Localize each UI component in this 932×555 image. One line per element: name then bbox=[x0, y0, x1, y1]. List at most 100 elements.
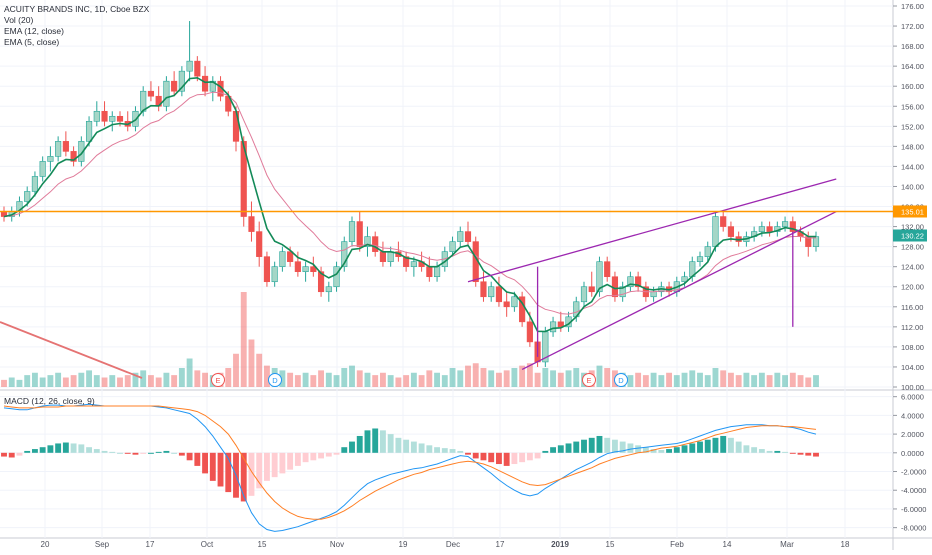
macd-histogram-bar bbox=[410, 441, 417, 453]
event-marker-label: E bbox=[586, 376, 591, 385]
candle-body bbox=[109, 115, 116, 122]
volume-bar bbox=[557, 372, 564, 387]
dividend-marker[interactable] bbox=[614, 373, 628, 387]
candle-body bbox=[758, 226, 765, 232]
price-tick-label: 176.00 bbox=[901, 2, 924, 11]
volume-bar bbox=[681, 372, 688, 387]
macd-histogram-bar bbox=[325, 452, 332, 457]
ema5-line bbox=[3, 76, 817, 333]
macd-histogram-bar bbox=[495, 452, 502, 465]
macd-histogram-bar bbox=[426, 445, 433, 453]
time-tick-label: Oct bbox=[201, 540, 214, 549]
macd-histogram-bar bbox=[743, 445, 750, 453]
price-tick-label: 140.00 bbox=[901, 182, 924, 191]
macd-histogram-bar bbox=[519, 452, 526, 463]
candle-body bbox=[650, 291, 657, 298]
volume-bar bbox=[55, 372, 62, 387]
macd-tick-label: -8.0000 bbox=[901, 524, 926, 533]
volume-bar bbox=[248, 339, 255, 387]
volume-bar bbox=[233, 353, 239, 387]
macd-histogram-bar bbox=[627, 443, 634, 453]
candle-body bbox=[627, 276, 634, 288]
macd-histogram-bar bbox=[642, 447, 649, 453]
volume-bar bbox=[8, 377, 15, 387]
macd-histogram-bar bbox=[186, 452, 193, 461]
volume-bar bbox=[766, 375, 773, 387]
event-marker-label: D bbox=[272, 376, 278, 385]
macd-legend[interactable]: MACD (12, 26, close, 9) bbox=[4, 396, 95, 406]
macd-histogram-bar bbox=[534, 452, 541, 459]
macd-histogram-bar bbox=[379, 430, 386, 453]
price-axis[interactable]: 176.00 172.00 168.00 164.00 160.00 156.00 152.… bbox=[893, 2, 924, 392]
macd-histogram-bar bbox=[202, 452, 209, 474]
macd-histogram-bar bbox=[434, 447, 441, 453]
macd-histogram-bar bbox=[124, 452, 131, 454]
volume-bar bbox=[720, 370, 727, 387]
macd-histogram-bar bbox=[449, 449, 456, 453]
indicator-ema5[interactable]: EMA (5, close) bbox=[4, 37, 60, 47]
candle-body bbox=[372, 236, 379, 252]
candle-body bbox=[62, 141, 69, 152]
macd-histogram-bar bbox=[735, 441, 742, 453]
macd-histogram-bar bbox=[813, 452, 819, 457]
macd-histogram-bar bbox=[472, 452, 479, 459]
macd-axis[interactable]: 6.0000 4.0000 2.0000 0.0000 -2.0000 -4.0000 -6… bbox=[893, 393, 926, 533]
volume-bar bbox=[542, 368, 549, 387]
price-tick-label: 168.00 bbox=[901, 42, 924, 51]
candle-body bbox=[766, 226, 773, 232]
earnings-marker[interactable] bbox=[211, 373, 225, 387]
macd-tick-label: -6.0000 bbox=[901, 505, 926, 514]
candle-body bbox=[116, 115, 124, 122]
volume-bar bbox=[364, 372, 371, 387]
event-marker-label: E bbox=[215, 376, 220, 385]
earnings-marker[interactable] bbox=[582, 373, 596, 387]
macd-histogram-bar bbox=[782, 451, 789, 453]
macd-histogram-bar bbox=[163, 450, 170, 453]
macd-histogram-bar bbox=[387, 434, 394, 453]
macd-histogram-bar bbox=[774, 450, 781, 453]
macd-histogram-bar bbox=[47, 445, 54, 453]
macd-histogram-bar bbox=[8, 452, 15, 458]
dividend-marker[interactable] bbox=[268, 373, 282, 387]
macd-histogram-bar bbox=[86, 447, 93, 453]
macd-histogram-bar bbox=[93, 449, 100, 453]
macd-histogram-bar bbox=[240, 452, 247, 502]
volume-bar bbox=[302, 372, 309, 387]
time-tick-label: Nov bbox=[330, 540, 344, 549]
candle-body bbox=[194, 60, 201, 77]
volume-bar bbox=[797, 375, 804, 387]
candle-body bbox=[526, 321, 533, 343]
volume-bar bbox=[604, 368, 611, 387]
macd-histogram-bar bbox=[1, 452, 7, 457]
candle-body bbox=[433, 266, 441, 278]
macd-histogram-bar bbox=[225, 452, 232, 493]
candle-body bbox=[248, 216, 255, 232]
volume-bar bbox=[178, 368, 185, 387]
volume-bar bbox=[47, 375, 54, 387]
volume-bar bbox=[666, 372, 673, 387]
time-axis[interactable]: 20 Sep 17 Oct 15 Nov 19 Dec 17 2019 15 Feb 14 Mar 18 bbox=[41, 540, 850, 549]
volume-bar bbox=[774, 372, 781, 387]
macd-histogram-bar bbox=[727, 437, 734, 453]
price-tick-label: 120.00 bbox=[901, 283, 924, 292]
macd-histogram-bar bbox=[588, 437, 595, 453]
volume-bar bbox=[789, 372, 796, 387]
macd-histogram-bar bbox=[78, 444, 85, 453]
indicator-ema12[interactable]: EMA (12, close) bbox=[4, 26, 64, 36]
price-tick-label: 172.00 bbox=[901, 22, 924, 31]
candle-body bbox=[781, 221, 789, 227]
time-tick-label: 14 bbox=[723, 540, 732, 549]
macd-histogram-bar bbox=[503, 452, 510, 466]
macd-histogram-bar bbox=[24, 450, 31, 453]
candle-body bbox=[596, 261, 603, 293]
macd-histogram-bar bbox=[31, 449, 38, 453]
volume-bar bbox=[488, 370, 495, 387]
candle-body bbox=[511, 296, 518, 308]
candle-body bbox=[503, 301, 510, 308]
wedge-lower-line bbox=[521, 210, 837, 371]
indicator-vol[interactable]: Vol (20) bbox=[4, 15, 34, 25]
time-tick-label: Dec bbox=[446, 540, 460, 549]
